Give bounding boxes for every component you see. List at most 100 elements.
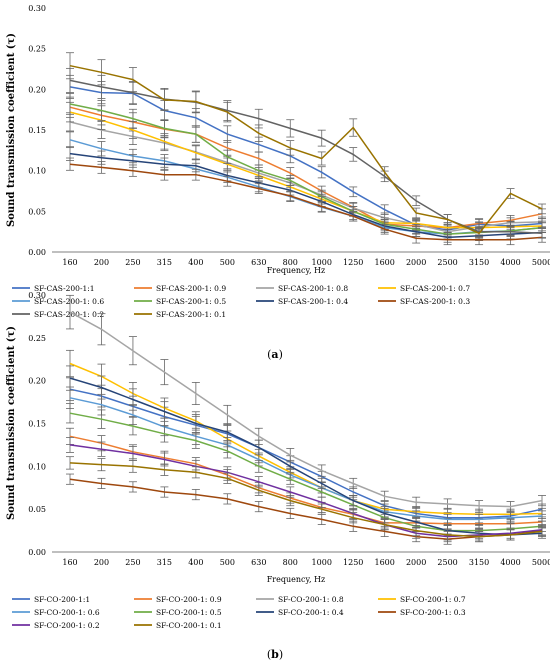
x-tick-label: 1000 bbox=[312, 258, 332, 267]
series-line bbox=[69, 152, 543, 239]
series-4 bbox=[66, 349, 546, 520]
y-tick-label: 0.10 bbox=[28, 462, 46, 471]
series-line bbox=[69, 397, 543, 521]
series-1 bbox=[66, 377, 546, 524]
legend-entry: SF-CAS-200-1: 0.5 bbox=[134, 297, 226, 306]
panel-label: (a) bbox=[267, 348, 283, 361]
panel-label: (b) bbox=[267, 648, 283, 661]
x-tick-label: 1250 bbox=[343, 558, 363, 567]
chart-a: 0.00 0.05 0.10 0.15 0.20 0.25 0.30 160 200 250 315… bbox=[6, 4, 550, 361]
x-tick-label: 2500 bbox=[437, 558, 457, 567]
legend-label: SF-CAS-200-1: 0.6 bbox=[34, 297, 104, 306]
legend-entry: SF-CO-200-1: 0.5 bbox=[134, 608, 222, 617]
legend-label: SF-CO-200-1: 0.5 bbox=[156, 608, 222, 617]
legend-entry: SF-CO-200-1: 0.6 bbox=[12, 608, 100, 617]
legend-label: SF-CAS-200-1: 0.1 bbox=[156, 310, 226, 319]
series-line bbox=[69, 121, 543, 233]
x-tick-label: 5000 bbox=[532, 258, 550, 267]
x-tick-label: 160 bbox=[62, 258, 77, 267]
legend-entry: SF-CAS-200-1: 0.8 bbox=[256, 284, 348, 293]
legend-label: SF-CO-200-1: 0.3 bbox=[400, 608, 466, 617]
legend-label: SF-CO-200-1: 0.4 bbox=[278, 608, 344, 617]
y-tick-label: 0.30 bbox=[28, 4, 46, 13]
y-tick-label: 0.00 bbox=[28, 248, 46, 257]
y-tick-label: 0.25 bbox=[28, 45, 46, 54]
series-line bbox=[69, 106, 543, 229]
x-tick-label: 160 bbox=[62, 558, 77, 567]
x-tick-label: 1000 bbox=[312, 558, 332, 567]
x-tick-label: 630 bbox=[251, 258, 266, 267]
legend-entry: SF-CAS-200-1: 0.4 bbox=[256, 297, 348, 306]
x-tick-label: 1600 bbox=[374, 558, 394, 567]
chart-b: 0.00 0.05 0.10 0.15 0.20 0.25 0.30 160 200 250 315… bbox=[6, 291, 550, 661]
x-axis-title: Frequency, Hz bbox=[267, 575, 325, 584]
x-tick-label: 2000 bbox=[406, 258, 426, 267]
legend-entry: SF-CAS-200-1:1 bbox=[12, 284, 95, 293]
series-6 bbox=[66, 93, 546, 240]
legend-label: SF-CAS-200-1: 0.3 bbox=[400, 297, 470, 306]
legend-entry: SF-CO-200-1:1 bbox=[12, 595, 90, 604]
y-tick-label: 0.15 bbox=[28, 126, 46, 135]
series-10 bbox=[66, 52, 546, 239]
legend-entry: SF-CO-200-1: 0.8 bbox=[256, 595, 344, 604]
series-8 bbox=[66, 157, 546, 246]
x-tick-label: 315 bbox=[157, 258, 172, 267]
series-10 bbox=[66, 456, 546, 543]
legend-entry: SF-CAS-200-1: 0.1 bbox=[134, 310, 226, 319]
x-tick-label: 400 bbox=[188, 558, 203, 567]
series-line bbox=[69, 444, 543, 538]
legend-entry: SF-CO-200-1: 0.3 bbox=[378, 608, 466, 617]
y-tick-label: 0.15 bbox=[28, 420, 46, 429]
legend-label: SF-CO-200-1: 0.7 bbox=[400, 595, 466, 604]
x-tick-label: 3150 bbox=[469, 258, 489, 267]
x-tick-label: 4000 bbox=[500, 258, 520, 267]
series-8 bbox=[66, 473, 546, 545]
series-5 bbox=[66, 131, 546, 240]
series-line bbox=[69, 311, 543, 508]
series-line bbox=[69, 111, 543, 229]
x-tick-label: 200 bbox=[94, 258, 109, 267]
y-tick-label: 0.00 bbox=[28, 548, 46, 557]
legend-entry: SF-CO-200-1: 0.2 bbox=[12, 621, 100, 630]
legend-label: SF-CAS-200-1: 0.4 bbox=[278, 297, 348, 306]
legend-label: SF-CO-200-1: 0.8 bbox=[278, 595, 344, 604]
legend-entry: SF-CO-200-1: 0.4 bbox=[256, 608, 344, 617]
series-4 bbox=[66, 101, 546, 233]
legend-label: SF-CAS-200-1: 0.5 bbox=[156, 297, 226, 306]
y-axis-title: Sound transmission coefficient (τ) bbox=[6, 326, 17, 520]
legend-label: SF-CO-200-1: 0.6 bbox=[34, 608, 100, 617]
x-tick-label: 800 bbox=[283, 258, 298, 267]
y-tick-label: 0.20 bbox=[28, 377, 46, 386]
series-line bbox=[69, 388, 543, 519]
x-tick-label: 2000 bbox=[406, 558, 426, 567]
legend-entry: SF-CO-200-1: 0.1 bbox=[134, 621, 222, 630]
legend-label: SF-CAS-200-1: 0.8 bbox=[278, 284, 348, 293]
x-tick-label: 4000 bbox=[500, 558, 520, 567]
y-tick-label: 0.05 bbox=[28, 207, 46, 216]
series-line bbox=[69, 478, 543, 540]
series-line bbox=[69, 64, 543, 235]
legend-entry: SF-CO-200-1: 0.9 bbox=[134, 595, 222, 604]
x-tick-label: 200 bbox=[94, 558, 109, 567]
legend-label: SF-CAS-200-1: 0.2 bbox=[34, 310, 104, 319]
y-tick-label: 0.20 bbox=[28, 85, 46, 94]
y-tick-label: 0.25 bbox=[28, 334, 46, 343]
legend-label: SF-CO-200-1: 0.9 bbox=[156, 595, 222, 604]
series-line bbox=[69, 163, 543, 241]
series-1 bbox=[66, 74, 546, 236]
legend-entry: SF-CAS-200-1: 0.6 bbox=[12, 297, 104, 306]
legend-entry: SF-CO-200-1: 0.7 bbox=[378, 595, 466, 604]
series-7 bbox=[66, 365, 546, 541]
series-line bbox=[69, 362, 543, 516]
x-tick-label: 3150 bbox=[469, 558, 489, 567]
x-tick-label: 630 bbox=[251, 558, 266, 567]
x-tick-label: 500 bbox=[220, 558, 235, 567]
legend-label: SF-CO-200-1: 0.1 bbox=[156, 621, 222, 630]
y-axis-title: Sound transmission coefficient (τ) bbox=[6, 33, 17, 227]
legend-label: SF-CO-200-1:1 bbox=[34, 595, 90, 604]
series-line bbox=[69, 435, 543, 525]
y-tick-label: 0.10 bbox=[28, 167, 46, 176]
x-tick-label: 1250 bbox=[343, 258, 363, 267]
legend-entry: SF-CAS-200-1: 0.2 bbox=[12, 310, 104, 319]
